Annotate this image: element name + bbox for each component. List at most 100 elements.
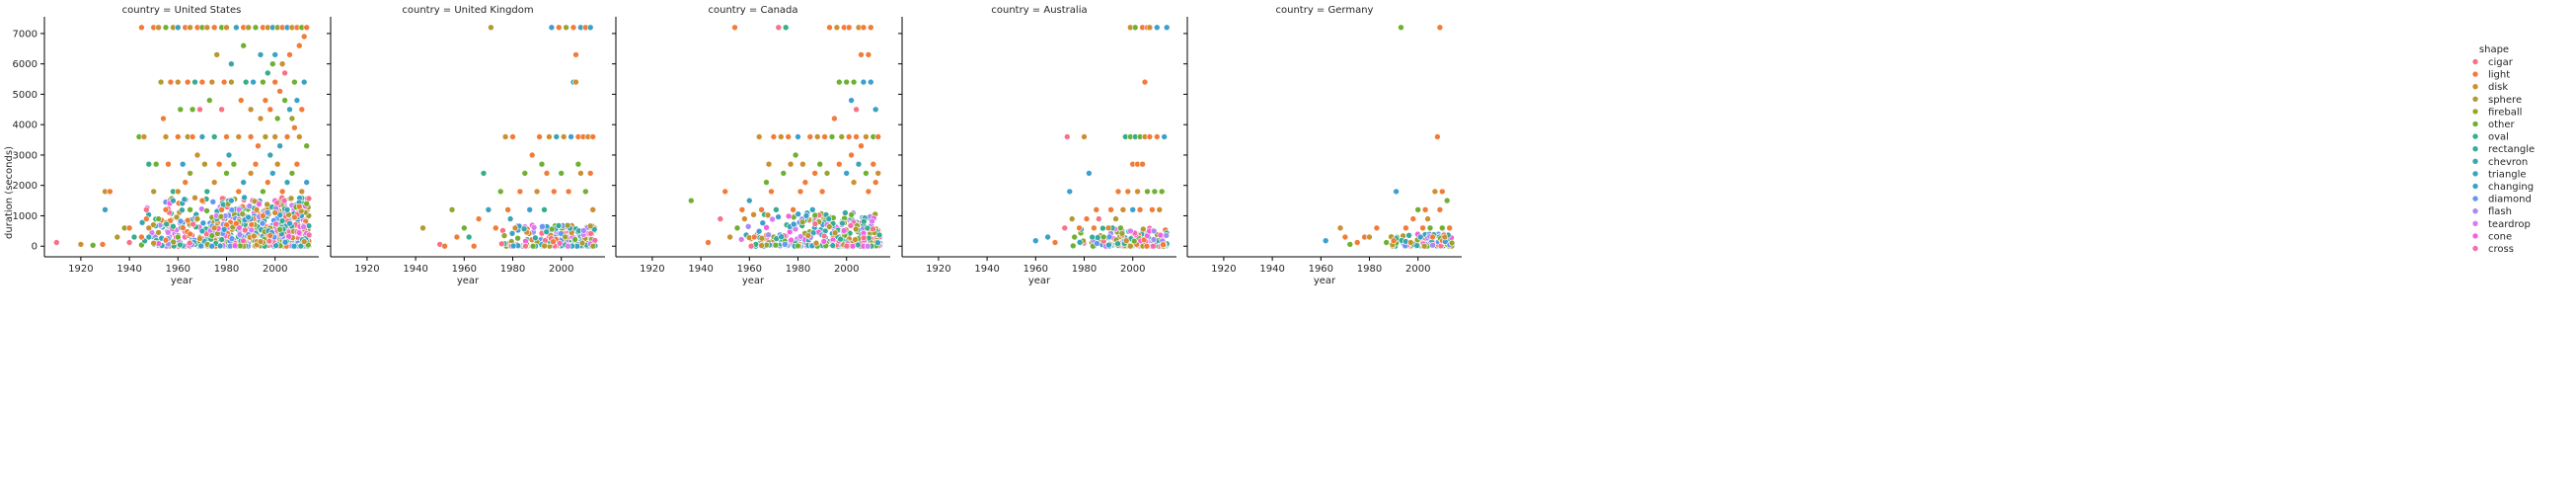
data-point	[860, 217, 868, 225]
data-point	[874, 170, 882, 177]
data-point	[1096, 215, 1102, 222]
data-point	[215, 160, 223, 168]
data-point	[1089, 233, 1096, 241]
data-point	[765, 160, 773, 168]
data-point	[840, 227, 848, 234]
data-point	[1448, 239, 1456, 247]
data-point	[586, 24, 594, 32]
legend-marker	[2471, 220, 2479, 227]
data-point	[1119, 206, 1127, 213]
data-point	[152, 160, 160, 168]
data-point	[521, 170, 529, 177]
data-point	[255, 142, 262, 149]
y-axis-label-group: duration (seconds)	[4, 146, 15, 239]
data-point	[1068, 215, 1076, 222]
data-point	[1409, 215, 1417, 222]
legend-marker	[2471, 158, 2479, 165]
legend-item: triangle	[2471, 169, 2527, 180]
data-point	[1127, 242, 1134, 250]
data-point	[230, 160, 238, 168]
data-point	[560, 133, 568, 140]
data-point	[787, 160, 795, 168]
data-point	[163, 220, 170, 228]
data-point	[864, 224, 871, 232]
legend-item: light	[2471, 70, 2510, 81]
data-point	[501, 133, 509, 140]
data-point	[1118, 230, 1126, 237]
data-point	[303, 200, 311, 207]
data-point	[197, 242, 204, 250]
data-point	[833, 24, 841, 32]
data-point	[241, 194, 248, 202]
data-point	[1032, 237, 1039, 244]
data-point	[179, 160, 187, 168]
data-point	[228, 78, 235, 86]
data-point	[271, 133, 279, 140]
data-point	[496, 188, 504, 196]
data-point	[1076, 239, 1084, 246]
x-tick-label: 1980	[1357, 264, 1382, 275]
data-point	[305, 231, 313, 239]
panel-3: country = Canada 1920 1940 1960 1980 2000 year	[612, 5, 890, 286]
legend-marker	[2471, 207, 2479, 214]
data-point	[257, 238, 265, 245]
data-point	[170, 197, 177, 204]
data-point	[272, 242, 279, 249]
data-point	[781, 241, 789, 248]
x-axis-label: year	[457, 276, 480, 286]
data-point	[300, 238, 308, 245]
data-point	[705, 239, 712, 246]
legend-label: chevron	[2488, 157, 2528, 168]
data-point	[858, 51, 865, 58]
data-point	[199, 219, 207, 227]
data-point	[253, 206, 261, 213]
data-point	[102, 206, 109, 213]
data-point	[1420, 242, 1428, 250]
data-point	[848, 151, 855, 159]
data-point	[798, 218, 806, 226]
data-point	[850, 78, 858, 86]
data-point	[1160, 241, 1167, 248]
data-point	[271, 78, 279, 86]
data-point	[295, 202, 303, 210]
data-point	[1366, 233, 1373, 241]
data-point	[138, 233, 145, 241]
panel-title: country = Germany	[1276, 5, 1374, 16]
data-point	[546, 133, 553, 140]
legend-label: other	[2488, 120, 2516, 130]
x-tick-label: 1980	[214, 264, 239, 275]
data-point	[170, 222, 177, 230]
data-point	[264, 179, 271, 186]
data-point	[125, 239, 133, 246]
data-point	[157, 78, 165, 86]
data-point	[747, 242, 755, 250]
data-point	[1051, 239, 1059, 246]
data-point	[1134, 188, 1141, 196]
data-point	[175, 233, 182, 241]
data-point	[543, 228, 551, 235]
data-point	[130, 233, 138, 241]
data-point	[295, 133, 303, 140]
x-tick-label: 1920	[1211, 264, 1236, 275]
data-point	[286, 219, 293, 227]
data-point	[772, 241, 780, 249]
data-point	[1413, 242, 1420, 249]
legend-item: disk	[2471, 82, 2508, 93]
data-point	[247, 133, 255, 140]
legend-label: teardrop	[2488, 219, 2531, 230]
legend-item: other	[2471, 120, 2516, 130]
data-point	[864, 242, 871, 250]
data-point	[1436, 206, 1444, 213]
data-point	[286, 51, 293, 58]
data-point	[1131, 24, 1139, 32]
data-point	[1439, 224, 1446, 232]
data-point	[264, 201, 271, 208]
data-point	[196, 106, 203, 114]
data-point	[509, 133, 516, 140]
data-point	[1094, 234, 1101, 241]
data-point	[860, 24, 868, 32]
data-point	[298, 106, 306, 114]
data-point	[863, 133, 870, 140]
panel-5: country = Germany 1920 1940 1960 1980 2000 yea…	[1183, 5, 1462, 286]
data-point	[180, 224, 187, 231]
